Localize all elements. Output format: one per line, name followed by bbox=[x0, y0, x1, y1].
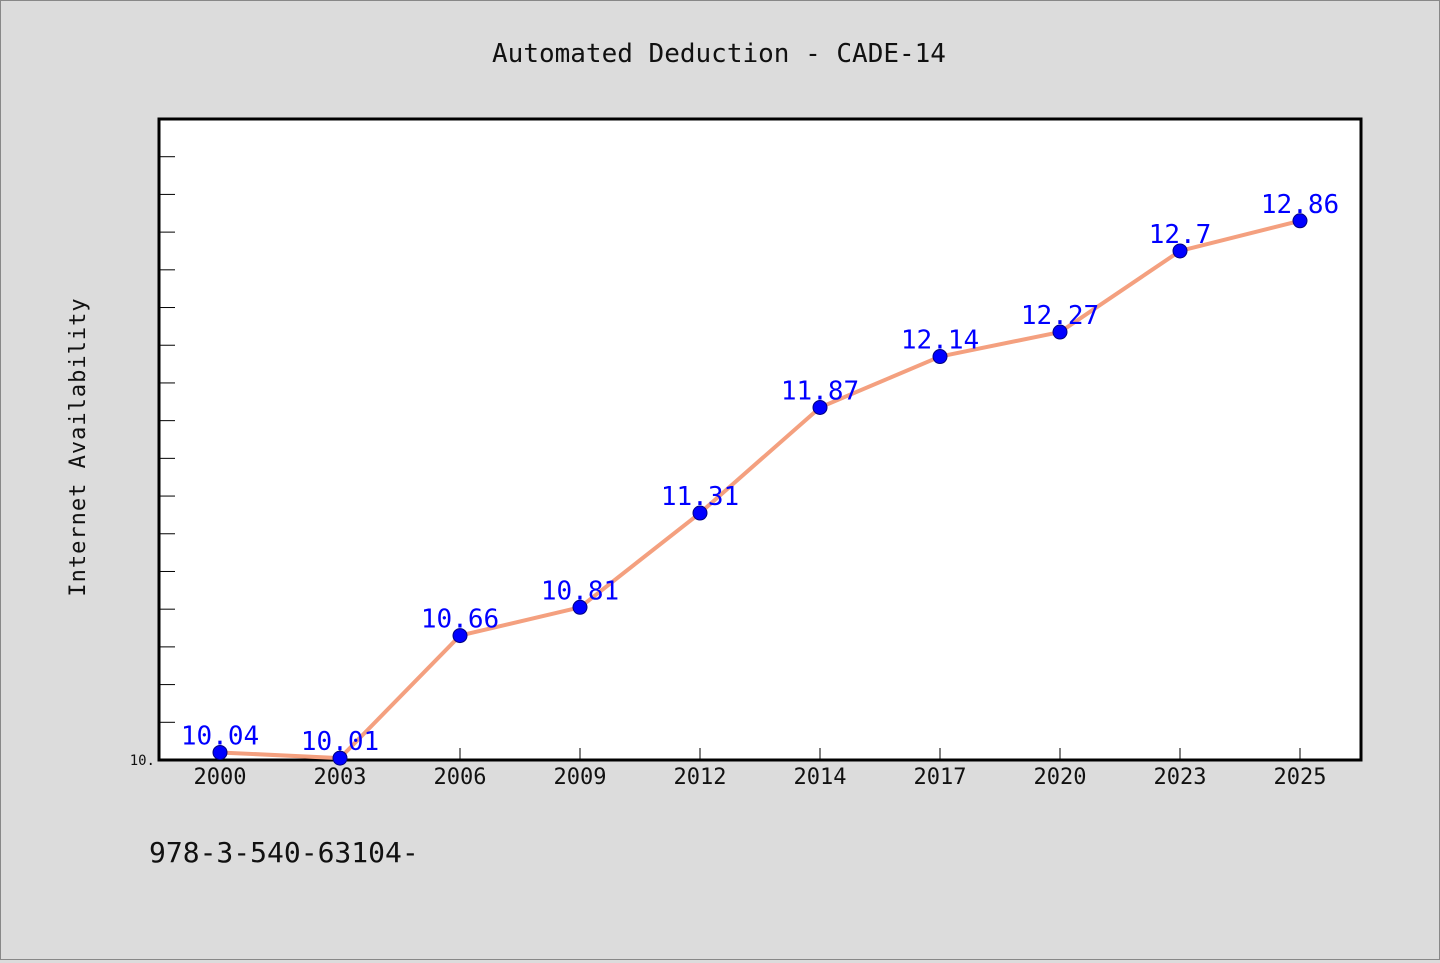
data-point bbox=[1292, 213, 1308, 229]
y-axis-label: Internet Availability bbox=[66, 297, 91, 596]
data-point bbox=[692, 505, 708, 521]
x-tick-label: 2014 bbox=[794, 765, 847, 790]
data-markers bbox=[212, 213, 1308, 766]
data-label: 11.31 bbox=[661, 482, 739, 512]
data-labels: 10.04 10.01 10.66 10.81 11.31 11.87 12.14 12.27… bbox=[181, 190, 1339, 757]
data-label: 12.14 bbox=[901, 326, 979, 356]
x-tick-label: 2025 bbox=[1274, 765, 1327, 790]
x-tick-label: 2020 bbox=[1034, 765, 1087, 790]
x-tick-label: 2009 bbox=[554, 765, 607, 790]
x-tick-label: 2003 bbox=[314, 765, 367, 790]
x-tick-label: 2012 bbox=[674, 765, 727, 790]
y-axis-minor-ticks bbox=[159, 156, 175, 723]
x-tick-label: 2000 bbox=[194, 765, 247, 790]
data-point bbox=[452, 628, 468, 644]
series-line bbox=[219, 218, 1301, 761]
plot-area bbox=[157, 117, 1363, 762]
data-point bbox=[212, 744, 228, 760]
data-point bbox=[572, 599, 588, 615]
data-label: 12.27 bbox=[1021, 301, 1099, 331]
data-point bbox=[1172, 243, 1188, 259]
y-tick-label: 10. bbox=[130, 753, 155, 769]
data-label: 10.01 bbox=[301, 727, 379, 757]
data-point bbox=[932, 349, 948, 365]
x-tick-label: 2023 bbox=[1154, 765, 1207, 790]
data-label: 12.7 bbox=[1149, 220, 1212, 250]
chart-title: Automated Deduction - CADE-14 bbox=[492, 39, 946, 69]
data-label: 12.86 bbox=[1261, 190, 1339, 220]
x-tick-label: 2017 bbox=[914, 765, 967, 790]
x-tick-label: 2006 bbox=[434, 765, 487, 790]
data-label: 10.81 bbox=[541, 576, 619, 606]
footer-text: 978-3-540-63104- bbox=[149, 836, 419, 869]
data-point bbox=[1052, 324, 1068, 340]
data-point bbox=[332, 750, 348, 766]
data-label: 11.87 bbox=[781, 376, 859, 406]
x-axis-ticks: 2000 2003 2006 2009 2012 2014 2017 2020 2023 2025 bbox=[194, 748, 1327, 790]
data-label: 10.04 bbox=[181, 721, 259, 751]
data-label: 10.66 bbox=[421, 605, 499, 635]
data-point bbox=[812, 399, 828, 415]
y-axis-ticks: 10. bbox=[130, 753, 155, 769]
